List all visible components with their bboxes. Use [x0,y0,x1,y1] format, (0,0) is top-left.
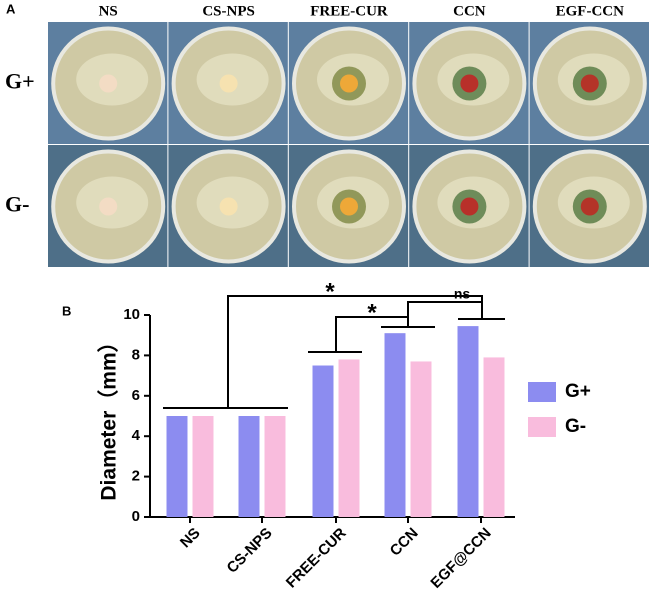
bar [483,357,505,517]
column-header: CS-NPS [202,3,255,19]
disk [460,74,479,93]
x-tick-label: FREE-CUR [283,524,350,591]
column-header: CCN [453,3,486,19]
column-header: FREE-CUR [310,3,388,19]
legend-label: G- [565,416,586,437]
bar [384,333,406,517]
y-tick-label: 4 [132,427,141,444]
annotation: * [325,278,335,305]
disk [99,197,118,216]
legend-swatch [528,382,556,402]
bar [457,326,479,517]
x-tick-label: EGF@CCN [427,525,494,592]
x-tick-label: CCN [387,525,422,560]
disk [219,197,238,216]
disk [580,74,599,93]
legend-swatch [528,417,556,437]
row-label: G- [5,192,29,217]
photo-grid [48,22,649,267]
disk [460,197,479,216]
bracket [407,301,483,319]
annotation: ns [454,286,471,302]
bar [192,416,214,517]
panel-label: B [62,303,71,318]
x-tick-label: CS-NPS [224,525,276,577]
legend-label: G+ [565,381,591,402]
disk [340,74,358,93]
bar [238,416,260,517]
y-tick-label: 8 [132,346,140,363]
bar [264,416,286,517]
column-header: EGF-CCN [556,3,624,19]
y-axis-label: Diameter（mm） [97,331,121,500]
disk [580,197,599,216]
panel-label: A [6,1,16,16]
y-tick-label: 0 [132,508,140,525]
bracket [335,316,409,352]
disk [219,74,238,93]
bar [312,365,334,517]
disk [340,197,358,216]
bar [338,359,360,517]
significance-brackets [163,295,505,409]
column-header: NS [99,3,118,19]
x-tick-label: NS [177,525,204,552]
row-label: G+ [5,69,35,94]
bar [166,416,188,517]
bar [410,361,432,517]
annotation: * [367,299,377,326]
y-tick-label: 10 [123,306,140,323]
disk [99,74,118,93]
y-tick-label: 2 [132,468,140,485]
y-tick-label: 6 [132,387,140,404]
